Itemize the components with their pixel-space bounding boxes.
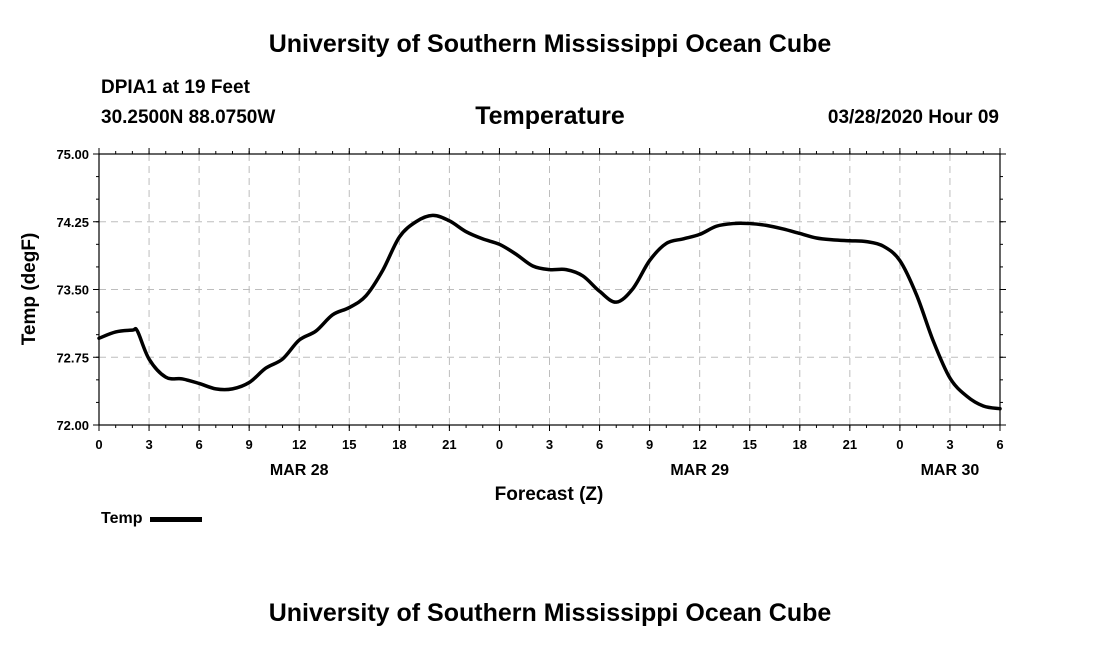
x-tick-label: 18 [392, 437, 406, 452]
x-tick-label: 18 [793, 437, 807, 452]
x-tick-label: 9 [646, 437, 653, 452]
x-tick-label: 6 [996, 437, 1003, 452]
footer-title: University of Southern Mississippi Ocean… [268, 599, 832, 627]
coordinates-label: 30.2500N 88.0750W [101, 107, 276, 128]
x-tick-label: 21 [442, 437, 456, 452]
grid-lines [99, 154, 1000, 425]
plot-frame [98, 153, 1001, 426]
date-label: MAR 29 [670, 462, 729, 479]
variable-title: Temperature [475, 102, 625, 130]
x-tick-label: 12 [292, 437, 306, 452]
x-axis-title: Forecast (Z) [495, 484, 604, 505]
x-tick-label: 6 [195, 437, 202, 452]
x-tick-label: 21 [843, 437, 857, 452]
x-tick-label: 3 [145, 437, 152, 452]
legend-swatch [150, 516, 203, 522]
station-label: DPIA1 at 19 Feet [101, 77, 250, 98]
x-tick-label: 12 [692, 437, 706, 452]
x-tick-label: 6 [596, 437, 603, 452]
series-line-temp [97, 213, 1002, 411]
y-tick-label: 75.00 [56, 147, 89, 162]
y-tick-label: 72.75 [56, 350, 89, 365]
date-label: MAR 30 [921, 462, 980, 479]
y-tick-labels: 72.00 72.75 73.50 74.25 75.00 [56, 147, 89, 433]
legend-label: Temp [101, 510, 143, 527]
chart-title: University of Southern Mississippi Ocean… [268, 30, 832, 58]
y-axis-title: Temp (degF) [19, 233, 40, 346]
y-tick-label: 73.50 [56, 283, 89, 298]
x-tick-label: 0 [496, 437, 503, 452]
x-tick-label: 0 [95, 437, 102, 452]
x-tick-label: 3 [546, 437, 553, 452]
date-labels: MAR 28 MAR 29 MAR 30 [270, 462, 980, 479]
x-tick-label: 3 [946, 437, 953, 452]
x-tick-label: 0 [896, 437, 903, 452]
x-tick-label: 15 [742, 437, 756, 452]
datetime-label: 03/28/2020 Hour 09 [827, 107, 999, 128]
y-tick-label: 74.25 [56, 215, 89, 230]
x-tick-label: 15 [342, 437, 356, 452]
legend: Temp [101, 510, 203, 528]
date-label: MAR 28 [270, 462, 329, 479]
y-tick-label: 72.00 [56, 418, 89, 433]
x-tick-labels: 0 3 6 9 12 15 18 21 0 3 6 9 12 15 18 21 0 3 6 [95, 437, 1003, 452]
x-tick-label: 9 [246, 437, 253, 452]
